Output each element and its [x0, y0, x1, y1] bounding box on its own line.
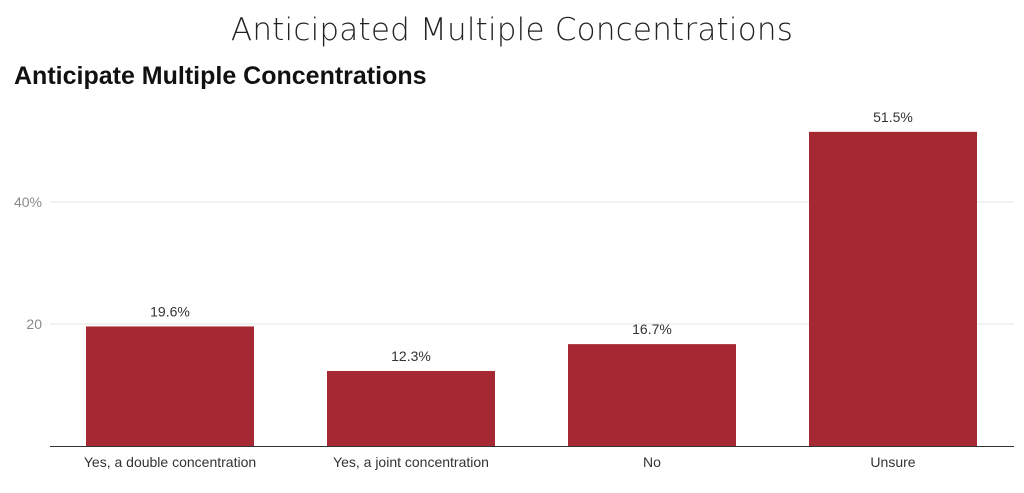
category-label-3: Unsure — [870, 454, 915, 470]
data-labels: 19.6% 12.3% 16.7% 51.5% — [150, 109, 913, 364]
data-label-0: 19.6% — [150, 303, 190, 319]
category-label-1: Yes, a joint concentration — [333, 454, 489, 470]
page-title: Anticipated Multiple Concentrations — [230, 12, 794, 48]
category-labels: Yes, a double concentration Yes, a joint … — [84, 454, 916, 470]
bars — [86, 131, 977, 446]
data-label-2: 16.7% — [632, 321, 672, 337]
bar-2 — [568, 344, 736, 446]
data-label-1: 12.3% — [391, 348, 431, 364]
category-label-0: Yes, a double concentration — [84, 454, 256, 470]
chart-title: Anticipate Multiple Concentrations — [14, 62, 427, 90]
data-label-3: 51.5% — [873, 109, 913, 125]
bar-3 — [809, 131, 977, 446]
y-tick-label-0: 20 — [26, 316, 42, 332]
bar-1 — [327, 370, 495, 446]
y-tick-label-1: 40% — [14, 194, 42, 210]
y-axis-ticks: 20 40% — [14, 194, 42, 332]
bar-0 — [86, 326, 254, 446]
category-label-2: No — [643, 454, 661, 470]
